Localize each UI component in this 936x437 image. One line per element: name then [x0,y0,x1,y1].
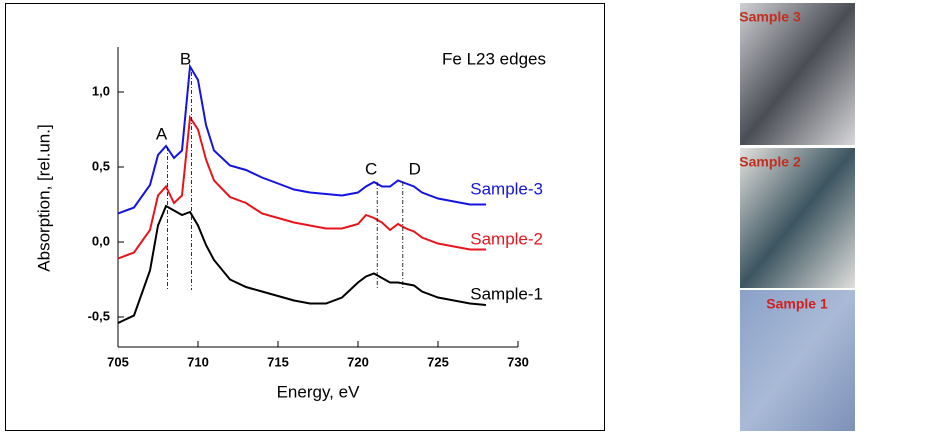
photo-label: Sample 2 [739,154,801,170]
legend-label: Sample-1 [470,284,543,303]
series-line [117,63,486,215]
y-tick-label: -0,5 [88,308,110,323]
chart-frame [5,3,605,431]
x-tick-label: 715 [267,354,289,369]
series-line [117,114,486,260]
sample-photo [740,3,855,145]
peak-label: B [180,49,191,68]
peak-label: A [156,124,168,143]
photo-label: Sample 1 [766,296,828,312]
x-tick-label: 730 [507,354,529,369]
photo-label: Sample 3 [739,9,801,25]
legend-label: Sample-3 [470,179,543,198]
peak-label: D [409,159,421,178]
y-tick-label: 0,5 [92,158,110,173]
series-line [117,204,487,324]
y-tick-label: 0,0 [92,233,110,248]
peak-label: C [365,159,377,178]
x-tick-label: 720 [347,354,369,369]
x-tick-label: 710 [187,354,209,369]
x-tick-label: 705 [107,354,129,369]
y-tick-label: 1,0 [92,83,110,98]
x-axis-title: Energy, eV [277,382,361,401]
x-tick-label: 725 [427,354,449,369]
sample-photo [740,290,855,431]
sample-photo [740,148,855,288]
y-axis-title: Absorption, [rel.un.] [34,124,53,271]
annotation-title: Fe L23 edges [442,49,546,68]
legend-label: Sample-2 [470,229,543,248]
